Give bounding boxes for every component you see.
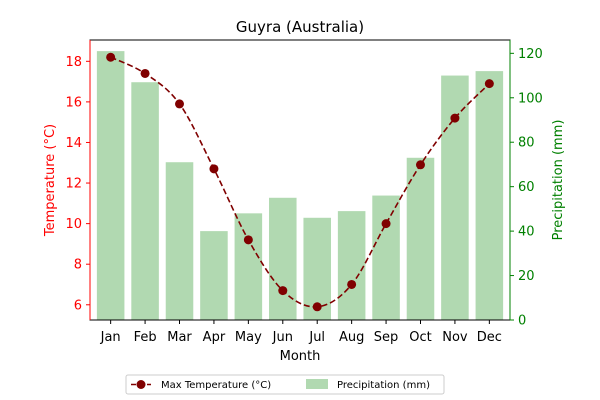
legend-box [125,374,445,395]
precipitation-tick-label: 0 [518,314,526,329]
temperature-point-dec [484,79,494,89]
legend-temperature-marker [136,380,146,389]
precipitation-bar-apr [200,231,228,320]
precipitation-bar-sep [372,195,400,320]
precipitation-bar-jun [269,197,297,320]
precipitation-bar-nov [441,75,469,320]
precipitation-bar-aug [337,211,366,320]
precipitation-tick-label: 80 [518,136,535,151]
precipitation-tick-label: 120 [518,47,543,62]
precipitation-bar-feb [131,82,159,320]
legend-precipitation-swatch [306,379,328,389]
temperature-point-apr [209,164,219,174]
x-tick-label: Aug [339,330,364,345]
temperature-tick-label: 12 [65,177,82,192]
temperature-tick-label: 10 [65,217,82,232]
temperature-point-jul [312,302,322,312]
x-tick-label: Oct [409,330,431,345]
precipitation-tick-label: 100 [518,91,543,106]
precipitation-bar-may [234,213,263,320]
precipitation-tick-label: 40 [518,225,535,240]
x-tick-label: Sep [374,330,399,345]
temperature-point-aug [347,279,357,289]
precipitation-bar-oct [406,157,435,320]
precipitation-tick-label: 20 [518,269,535,284]
x-tick-label: Jan [100,330,121,345]
temperature-point-sep [381,219,391,229]
precipitation-bar-mar [165,162,194,320]
legend-temperature-label: Max Temperature (°C) [161,380,271,391]
precipitation-bar-dec [475,71,504,320]
x-tick-label: Nov [442,330,468,345]
temperature-point-jan [106,52,116,62]
x-tick-label: Jul [308,330,325,345]
temperature-point-may [243,235,253,245]
temperature-point-feb [140,68,150,78]
chart-title: Guyra (Australia) [236,18,364,36]
temperature-axis: 6 8 10 12 14 16 18 [65,40,91,320]
legend-precipitation-label: Precipitation (mm) [337,380,430,391]
precipitation-tick-label: 60 [518,180,535,195]
temperature-tick-label: 8 [74,258,82,273]
temperature-series [106,52,494,312]
precipitation-axis: 0 20 40 60 80 100 120 [509,40,543,329]
temperature-point-nov [450,113,460,123]
temperature-tick-label: 16 [65,95,82,110]
x-tick-label: Jun [272,330,293,345]
x-tick-label: Mar [167,330,192,345]
legend: Max Temperature (°C) Precipitation (mm) [125,374,445,395]
x-tick-label: Apr [203,330,226,345]
precipitation-bar-jan [96,51,125,320]
x-axis-title: Month [280,349,321,364]
temperature-point-mar [175,99,185,109]
precipitation-bars [96,51,504,320]
temperature-tick-label: 14 [65,136,82,151]
x-tick-label: Feb [134,330,157,345]
x-axis: Jan Feb Mar Apr May Jun Jul Aug Sep Oct Nov Dec [100,320,502,345]
precipitation-axis-title: Precipitation (mm) [551,120,566,241]
temperature-tick-label: 18 [65,55,82,70]
temperature-point-oct [415,160,425,170]
x-tick-label: May [235,330,262,345]
temperature-point-jun [278,286,288,296]
temperature-axis-title: Temperature (°C) [43,124,58,237]
x-tick-label: Dec [477,330,502,345]
temperature-tick-label: 6 [74,298,82,313]
